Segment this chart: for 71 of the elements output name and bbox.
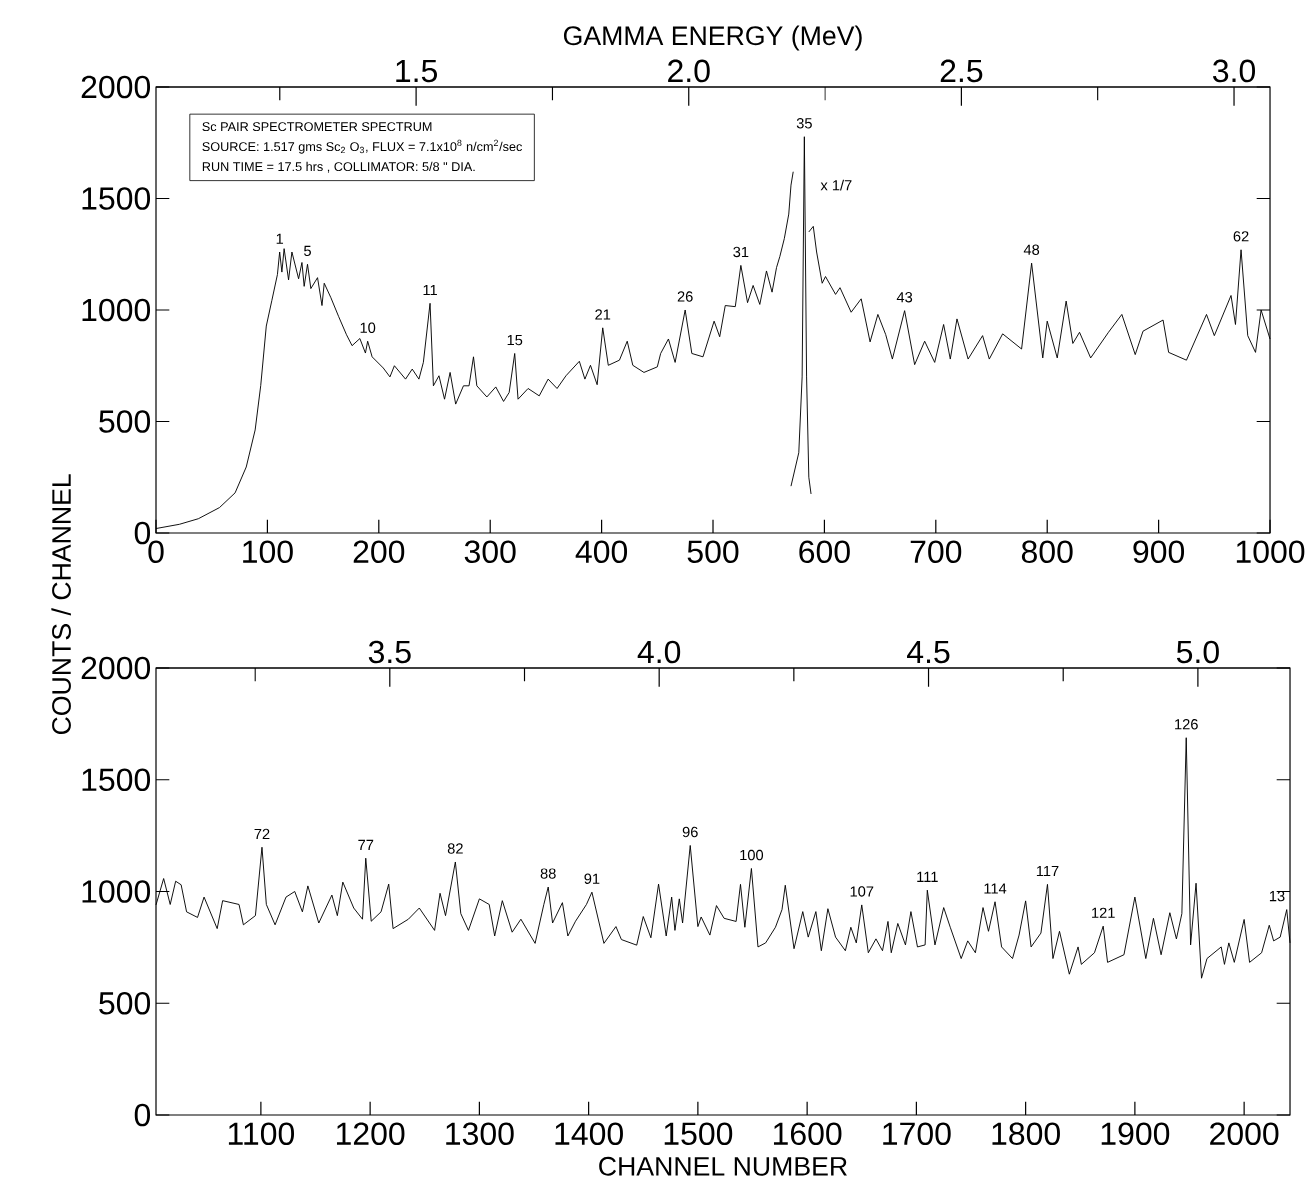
y-tick-label: 500 xyxy=(99,991,151,1015)
annotation: x 1/7 xyxy=(820,179,852,191)
x-tick-label: 900 xyxy=(1133,540,1185,564)
annotation: 107 xyxy=(850,886,874,897)
x-tick-label: 700 xyxy=(910,540,962,564)
x2-tick-label: 1.5 xyxy=(396,59,438,83)
annotation: 100 xyxy=(740,849,764,861)
x2-tick-label: 4.5 xyxy=(907,640,950,664)
annotation: 72 xyxy=(254,828,270,839)
annotation: 5 xyxy=(304,245,311,257)
annotation: 11 xyxy=(423,284,437,296)
y-tick-label: 2000 xyxy=(81,75,151,99)
annotation: 35 xyxy=(796,118,812,129)
y-tick-label: 0 xyxy=(134,521,151,545)
x-tick-label: 300 xyxy=(464,540,516,564)
annotation: 10 xyxy=(360,322,376,333)
x-tick-label: 1200 xyxy=(336,1122,405,1146)
annotation: Sc PAIR SPECTROMETER SPECTRUM xyxy=(202,122,432,132)
x-tick-label: 1400 xyxy=(555,1122,623,1146)
x2-tick-label: 2.0 xyxy=(668,59,710,83)
annotation: 1 xyxy=(276,233,284,244)
x2-tick-label: 3.5 xyxy=(368,640,411,664)
x-tick-label: 200 xyxy=(353,540,405,564)
x-tick-label: 100 xyxy=(243,540,293,564)
x-tick-label: 1600 xyxy=(773,1122,842,1146)
line-series xyxy=(790,136,812,495)
x2-tick-label: 4.0 xyxy=(637,640,681,664)
x-tick-label: 800 xyxy=(1021,540,1073,564)
x-tick-label: 1000 xyxy=(1236,540,1305,564)
x-tick-label: 1700 xyxy=(883,1122,951,1146)
annotation: RUN TIME = 17.5 hrs , COLLIMATOR: 5/8 " DIA. xyxy=(202,161,475,173)
x-tick-label: 1500 xyxy=(664,1122,733,1146)
annotation: 111 xyxy=(917,871,938,882)
x-axis-title: CHANNEL NUMBER xyxy=(599,1156,847,1176)
annotation: 77 xyxy=(358,839,374,850)
x2-tick-label: 5.0 xyxy=(1176,640,1219,664)
text: SOURCE: 1.517 gms Sc$_{2}$ O$_{3}$, FLUX = 7.1x10$^{8}$ n/cm$^{2}$/sec xyxy=(202,139,523,154)
y-axis-title: COUNTS / CHANNEL xyxy=(51,474,71,735)
y-tick-label: 2000 xyxy=(81,656,151,680)
x-tick-label: 600 xyxy=(799,540,850,564)
y-tick-label: 1000 xyxy=(82,298,151,322)
annotation: 62 xyxy=(1233,231,1249,242)
annotation: 117 xyxy=(1036,866,1059,877)
y-tick-label: 1500 xyxy=(82,768,151,792)
x-tick-label: 1800 xyxy=(992,1122,1060,1146)
annotation: 48 xyxy=(1023,244,1040,255)
x-tick-label: 1900 xyxy=(1101,1122,1170,1146)
annotation: 126 xyxy=(1175,719,1198,730)
annotation: 121 xyxy=(1092,907,1115,918)
x-tick-label: 400 xyxy=(575,540,628,564)
y-tick-label: 0 xyxy=(134,1103,151,1127)
x2-axis-title: GAMMA ENERGY (MeV) xyxy=(563,25,862,51)
annotation: 15 xyxy=(507,334,523,346)
annotation: 31 xyxy=(733,246,749,258)
x-tick-label: 500 xyxy=(687,540,739,564)
annotation: 43 xyxy=(896,292,913,303)
y-tick-label: 500 xyxy=(99,410,151,433)
y-tick-label: 1500 xyxy=(82,187,151,210)
annotation: 88 xyxy=(540,868,556,879)
annotation: 21 xyxy=(595,309,611,320)
x2-tick-label: 3.0 xyxy=(1213,59,1256,83)
x2-tick-label: 2.5 xyxy=(940,59,983,83)
annotation: 114 xyxy=(984,883,1007,894)
x-tick-label: 2000 xyxy=(1210,1122,1279,1146)
annotation: 82 xyxy=(447,843,463,854)
y-tick-label: 1000 xyxy=(82,880,151,903)
annotation: 26 xyxy=(677,291,693,302)
annotation: 96 xyxy=(682,826,698,838)
annotation: 91 xyxy=(584,873,600,884)
x-tick-label: 1100 xyxy=(228,1122,295,1146)
x-tick-label: 1300 xyxy=(446,1122,514,1146)
